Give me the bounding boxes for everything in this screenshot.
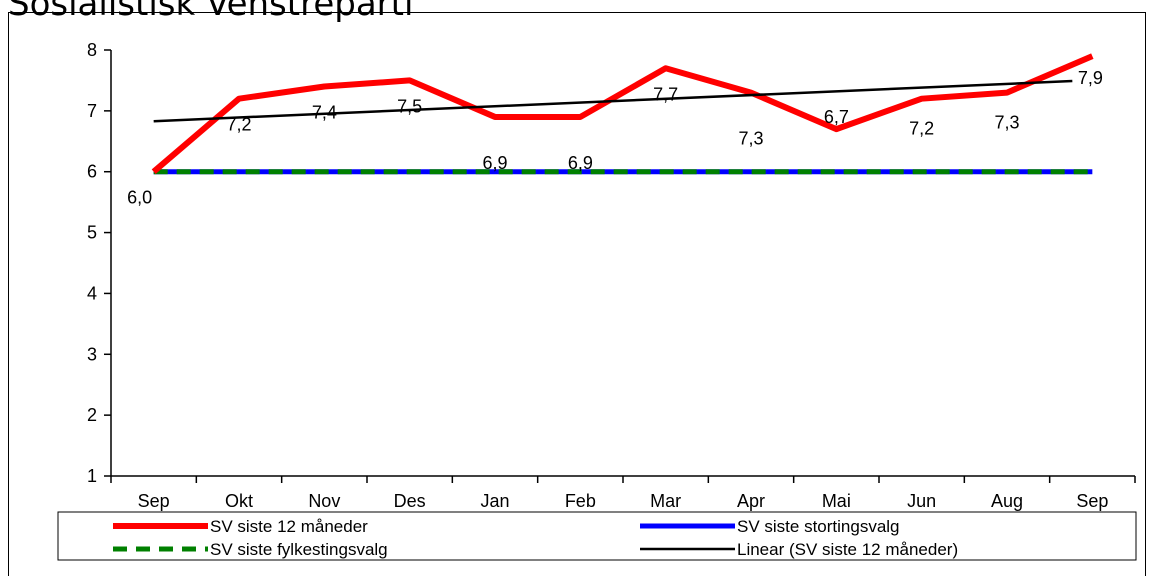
x-tick-label: Des [394,491,426,511]
x-tick-label: Jun [907,491,936,511]
data-label: 6,0 [127,188,152,208]
data-label: 7,3 [994,113,1019,133]
legend-label: SV siste stortingsvalg [737,517,900,536]
x-tick-label: Nov [308,491,340,511]
data-label: 7,2 [226,115,251,135]
y-tick-label: 4 [87,283,97,303]
y-tick-label: 6 [87,162,97,182]
legend-box [57,511,1137,561]
series-layer [151,53,1094,175]
x-tick-label: Aug [991,491,1023,511]
data-label: 6,9 [482,153,507,173]
data-label: 7,2 [909,119,934,139]
y-tick-label: 1 [87,466,97,486]
y-tick-label: 5 [87,223,97,243]
legend-label: SV siste 12 måneder [210,517,368,536]
legend-label: SV siste fylkestingsvalg [210,540,388,559]
legend-label: Linear (SV siste 12 måneder) [737,540,958,559]
y-tick-label: 2 [87,405,97,425]
data-label: 7,9 [1078,68,1103,88]
series-line [153,79,1073,123]
data-label: 7,7 [653,84,678,104]
x-tick-label: Feb [565,491,596,511]
axes: 1 2 3 4 5 6 7 8 Sep Okt Nov Des Jan Feb Mar Apr Mai Jun Au… [87,40,1136,511]
x-tick-label: Okt [225,491,253,511]
y-tick-label: 8 [87,40,97,60]
data-labels: 6,0 7,2 7,4 7,5 6,9 6,9 7,7 7,3 6,7 7,2 7,3 7,9 [127,68,1103,208]
x-tick-label: Apr [737,491,765,511]
x-tick-label: Mar [650,491,681,511]
y-tick-label: 7 [87,101,97,121]
data-label: 7,4 [312,103,337,123]
y-tick-label: 3 [87,344,97,364]
x-tick-label: Sep [1076,491,1108,511]
series-line [151,53,1094,174]
x-tick-label: Sep [138,491,170,511]
data-label: 7,3 [738,129,763,149]
x-tick-label: Jan [480,491,509,511]
legend: SV siste 12 måneder SV siste stortingsval… [57,511,1137,561]
data-label: 6,7 [824,107,849,127]
x-tick-label: Mai [822,491,851,511]
data-label: 7,5 [397,96,422,116]
chart-frame [8,12,1146,576]
data-label: 6,9 [568,153,593,173]
